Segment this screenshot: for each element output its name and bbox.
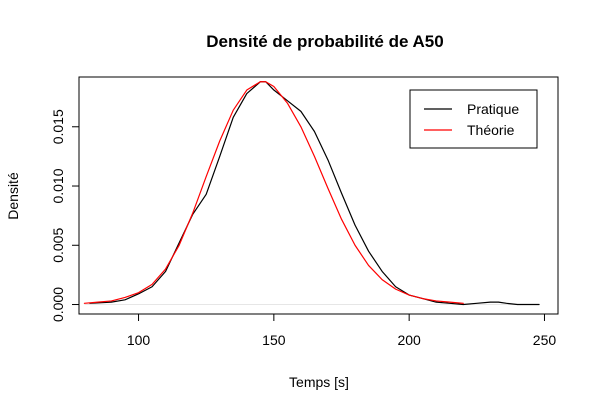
x-tick-label: 200	[397, 332, 421, 348]
y-tick-label: 0.010	[50, 168, 66, 203]
x-tick-label: 150	[262, 332, 286, 348]
y-tick-label: 0.005	[50, 228, 66, 263]
series-layer	[83, 81, 540, 306]
series-line-1	[83, 81, 464, 304]
legend-label-1: Théorie	[467, 122, 515, 138]
x-axis-label: Temps [s]	[289, 374, 349, 390]
y-axis-label: Densité	[5, 172, 21, 220]
legend-label-0: Pratique	[467, 101, 519, 117]
y-tick-label: 0.015	[50, 109, 66, 144]
x-axis: 100 150 200 250	[127, 313, 557, 348]
legend-box	[409, 89, 538, 149]
legend: Pratique Théorie	[409, 89, 538, 149]
series-line-0	[89, 81, 540, 306]
y-axis: 0.000 0.005 0.010 0.015	[50, 109, 80, 322]
y-tick-label: 0.000	[50, 287, 66, 322]
chart-title: Densité de probabilité de A50	[206, 32, 443, 51]
x-tick-label: 250	[533, 332, 557, 348]
x-tick-label: 100	[127, 332, 151, 348]
